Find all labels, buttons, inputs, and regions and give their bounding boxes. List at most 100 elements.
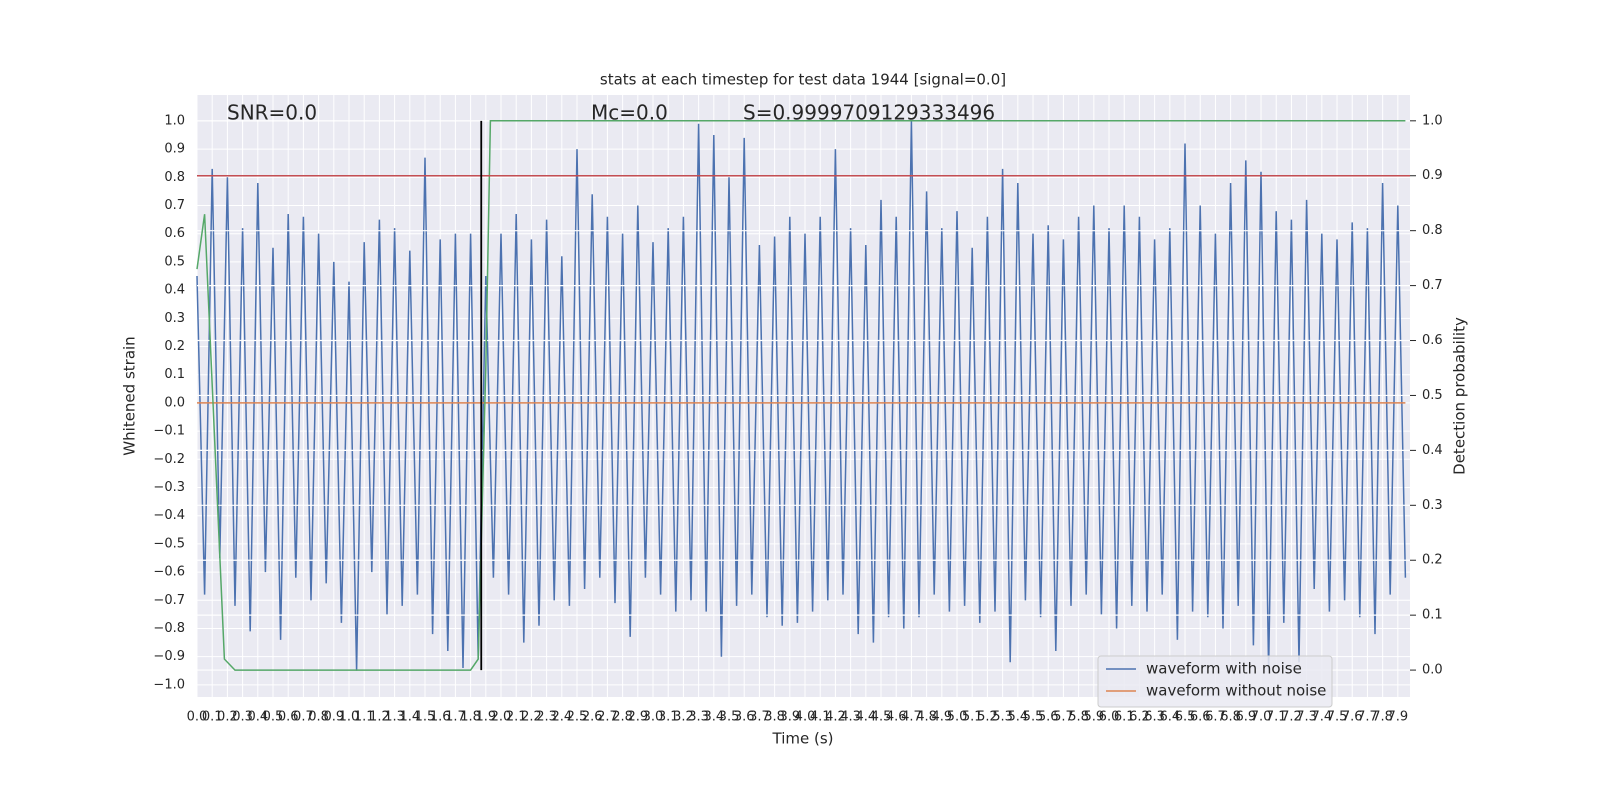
x-tick-label: 0.6 (278, 710, 299, 725)
x-tick-label: 6.9 (1235, 710, 1256, 725)
x-tick-label: 7.4 (1311, 710, 1332, 725)
annotation: Mc=0.0 (591, 101, 668, 125)
x-tick-label: 3.3 (688, 710, 709, 725)
x-tick-label: 2.0 (491, 710, 512, 725)
x-tick-label: 6.3 (1144, 710, 1165, 725)
x-tick-label: 2.2 (521, 710, 542, 725)
y-tick-label: −0.5 (153, 536, 185, 551)
x-tick-label: 7.3 (1296, 710, 1317, 725)
x-tick-label: 1.2 (369, 710, 390, 725)
y-tick-label: 0.8 (164, 170, 185, 185)
x-tick-label: 2.4 (551, 710, 572, 725)
y2-tick-label: 1.0 (1422, 113, 1443, 128)
y-tick-label: −0.3 (153, 480, 185, 495)
x-tick-label: 5.0 (947, 710, 968, 725)
x-tick-label: 4.7 (901, 710, 922, 725)
x-tick-label: 6.5 (1175, 710, 1196, 725)
x-tick-label: 5.1 (962, 710, 983, 725)
y-tick-label: 0.4 (164, 283, 185, 298)
y2-axis-label: Detection probability (1451, 317, 1469, 475)
y-tick-label: −0.8 (153, 621, 185, 636)
x-tick-label: 4.8 (916, 710, 937, 725)
x-axis-label: Time (s) (772, 730, 834, 748)
annotation: S=0.9999709129333496 (743, 101, 995, 125)
x-tick-label: 6.1 (1114, 710, 1135, 725)
x-tick-label: 0.5 (263, 710, 284, 725)
x-tick-label: 5.2 (977, 710, 998, 725)
x-tick-label: 0.3 (232, 710, 253, 725)
x-tick-label: 2.5 (567, 710, 588, 725)
x-tick-label: 6.2 (1129, 710, 1150, 725)
legend-box (1097, 655, 1333, 708)
x-tick-label: 3.6 (734, 710, 755, 725)
x-tick-label: 2.1 (506, 710, 527, 725)
y2-tick-label: 0.6 (1422, 333, 1443, 348)
y-tick-label: −1.0 (153, 677, 185, 692)
x-tick-label: 2.3 (536, 710, 557, 725)
x-tick-label: 1.8 (460, 710, 481, 725)
x-tick-label: 0.8 (308, 710, 329, 725)
y2-tick-label: 0.5 (1422, 388, 1443, 403)
x-tick-label: 3.9 (779, 710, 800, 725)
x-tick-label: 2.9 (627, 710, 648, 725)
legend-label: waveform with noise (1146, 660, 1302, 678)
x-tick-label: 4.3 (840, 710, 861, 725)
x-tick-label: 1.0 (339, 710, 360, 725)
y2-tick-label: 0.3 (1422, 498, 1443, 513)
y-tick-label: −0.7 (153, 593, 185, 608)
x-tick-label: 7.5 (1327, 710, 1348, 725)
series-line (196, 120, 1407, 671)
x-tick-label: 6.8 (1220, 710, 1241, 725)
y2-tick-label: 0.9 (1422, 168, 1443, 183)
x-tick-label: 7.6 (1342, 710, 1363, 725)
x-tick-label: 4.9 (931, 710, 952, 725)
x-tick-label: 2.8 (612, 710, 633, 725)
x-tick-label: 2.7 (597, 710, 618, 725)
x-tick-label: 3.7 (749, 710, 770, 725)
x-tick-label: 7.9 (1387, 710, 1408, 725)
y-tick-label: 0.5 (164, 254, 185, 269)
x-tick-label: 7.7 (1357, 710, 1378, 725)
x-tick-label: 4.2 (825, 710, 846, 725)
y-tick-label: 1.0 (164, 113, 185, 128)
y-tick-label: −0.1 (153, 424, 185, 439)
y-tick-label: −0.4 (153, 508, 185, 523)
x-tick-label: 4.4 (855, 710, 876, 725)
x-tick-label: 1.5 (415, 710, 436, 725)
x-tick-label: 1.6 (430, 710, 451, 725)
x-tick-label: 5.3 (992, 710, 1013, 725)
y-tick-label: 0.6 (164, 226, 185, 241)
x-tick-label: 3.0 (643, 710, 664, 725)
x-tick-label: 2.6 (582, 710, 603, 725)
y2-tick-label: 0.8 (1422, 223, 1443, 238)
x-tick-label: 3.8 (764, 710, 785, 725)
y-axis-label: Whitened strain (121, 336, 139, 455)
y-tick-label: −0.9 (153, 649, 185, 664)
x-tick-label: 0.4 (247, 710, 268, 725)
x-tick-label: 5.7 (1053, 710, 1074, 725)
x-tick-label: 5.4 (1007, 710, 1028, 725)
y-tick-label: 0.9 (164, 142, 185, 157)
x-tick-label: 7.0 (1251, 710, 1272, 725)
y-tick-label: −0.2 (153, 452, 185, 467)
x-tick-label: 0.2 (217, 710, 238, 725)
x-tick-label: 5.5 (1023, 710, 1044, 725)
y-tick-label: 0.0 (164, 395, 185, 410)
x-tick-label: 4.1 (810, 710, 831, 725)
x-tick-label: 6.0 (1099, 710, 1120, 725)
x-tick-label: 1.1 (354, 710, 375, 725)
chart-title: stats at each timestep for test data 194… (600, 71, 1006, 89)
x-tick-label: 3.1 (658, 710, 679, 725)
x-tick-label: 1.3 (384, 710, 405, 725)
legend: waveform with noise waveform without nois… (1097, 655, 1333, 708)
y-tick-label: 0.1 (164, 367, 185, 382)
x-tick-label: 4.5 (871, 710, 892, 725)
x-tick-label: 6.7 (1205, 710, 1226, 725)
y-tick-label: 0.7 (164, 198, 185, 213)
x-tick-label: 4.6 (886, 710, 907, 725)
x-tick-label: 3.5 (719, 710, 740, 725)
x-tick-label: 7.1 (1266, 710, 1287, 725)
y-tick-label: 0.3 (164, 311, 185, 326)
detection-line (196, 120, 1406, 671)
